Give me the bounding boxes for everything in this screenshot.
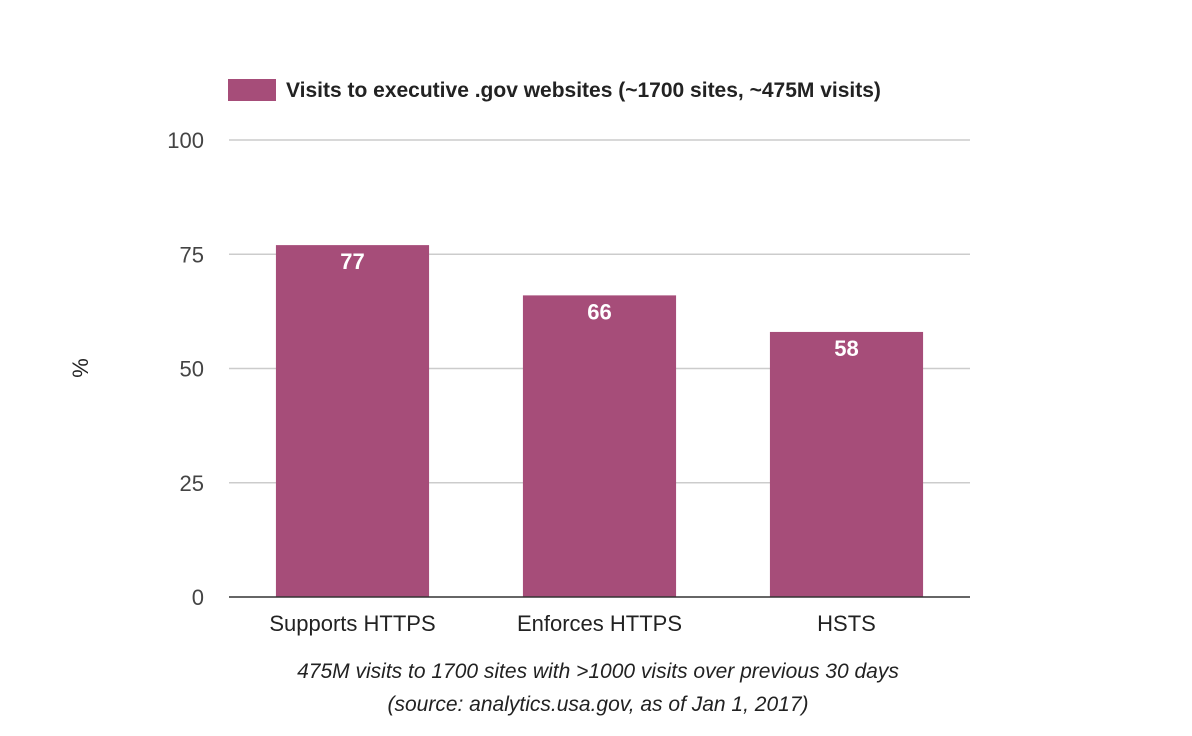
x-axis-tick-labels: Supports HTTPS Enforces HTTPS HSTS [269, 611, 875, 636]
y-tick-label-100: 100 [167, 128, 204, 153]
y-tick-label-25: 25 [180, 471, 204, 496]
x-tick-label-enforces-https: Enforces HTTPS [517, 611, 682, 636]
data-labels: 77 66 58 [340, 249, 858, 361]
x-tick-label-supports-https: Supports HTTPS [269, 611, 435, 636]
x-axis-title-line-2: (source: analytics.usa.gov, as of Jan 1,… [387, 693, 808, 716]
x-axis-title-line-1: 475M visits to 1700 sites with >1000 vis… [297, 660, 899, 683]
legend-swatch [228, 79, 276, 101]
legend: Visits to executive .gov websites (~1700… [228, 79, 881, 102]
y-tick-label-75: 75 [180, 242, 204, 267]
x-tick-label-hsts: HSTS [817, 611, 876, 636]
data-label-supports-https: 77 [340, 249, 364, 274]
y-axis-title: % [68, 358, 93, 378]
legend-label: Visits to executive .gov websites (~1700… [286, 79, 881, 102]
y-tick-label-50: 50 [180, 357, 204, 382]
bar-supports-https [275, 245, 430, 598]
data-label-enforces-https: 66 [587, 299, 611, 324]
data-label-hsts: 58 [834, 336, 858, 361]
bar-enforces-https [522, 295, 677, 597]
bar-hsts [769, 331, 924, 597]
y-axis-tick-labels: 0 25 50 75 100 [167, 128, 204, 610]
y-tick-label-0: 0 [192, 585, 204, 610]
bars [275, 245, 924, 598]
